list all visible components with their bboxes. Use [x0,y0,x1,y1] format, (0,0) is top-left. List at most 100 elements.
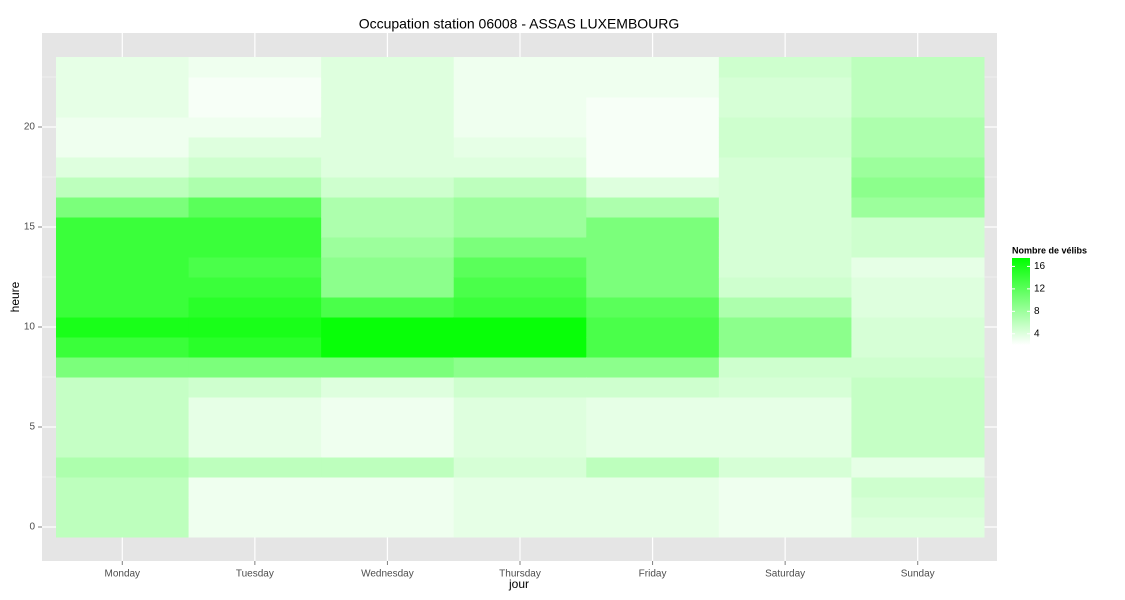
heat-cell [586,317,720,338]
heat-cell [453,437,587,458]
heat-cell [56,457,190,478]
heat-cell [586,377,720,398]
heat-cell [586,517,720,538]
heat-cell [718,417,852,438]
heat-cell [56,497,190,518]
heat-cell [188,417,322,438]
y-tick-label: 15 [24,222,36,233]
heat-cell [56,437,190,458]
heat-cell [188,297,322,318]
heat-cell [851,297,985,318]
heat-cell [321,357,455,378]
heat-cell [586,297,720,318]
heat-cell [188,497,322,518]
heat-cell [453,497,587,518]
heat-cell [851,137,985,158]
heat-cell [718,77,852,98]
heat-cell [586,257,720,278]
heat-cell [56,417,190,438]
heat-cell [851,97,985,118]
heat-cell [718,497,852,518]
heat-cell [851,417,985,438]
heat-cell [188,197,322,218]
heat-cell [453,177,587,198]
heat-cell [56,337,190,358]
heat-cell [188,517,322,538]
x-tick-label: Monday [104,569,140,580]
heat-cell [188,177,322,198]
heat-cell [56,397,190,418]
heat-cell [321,497,455,518]
heat-cell [718,357,852,378]
heat-cell [718,477,852,498]
heat-cell [851,177,985,198]
heat-cell [851,377,985,398]
heat-cell [851,517,985,538]
heat-cell [188,437,322,458]
heat-cell [56,77,190,98]
heat-cell [188,237,322,258]
heat-cell [718,457,852,478]
heat-cell [321,57,455,78]
heat-cell [718,397,852,418]
heat-cell [453,217,587,238]
heat-cell [56,197,190,218]
y-tick-label: 5 [29,422,35,433]
heat-cell [453,277,587,298]
heat-cell [321,517,455,538]
heat-cell [718,157,852,178]
heat-cell [56,317,190,338]
heat-cell [321,317,455,338]
heat-cell [718,57,852,78]
heat-cell [586,337,720,358]
heat-cell [718,277,852,298]
heat-cell [851,197,985,218]
heat-cell [453,317,587,338]
heat-cell [321,277,455,298]
heat-cell [586,57,720,78]
heat-cell [586,457,720,478]
heat-cell [56,517,190,538]
heat-cell [586,357,720,378]
heat-cell [56,297,190,318]
heat-cell [56,57,190,78]
heat-cell [718,337,852,358]
heat-cell [56,257,190,278]
heat-cell [321,77,455,98]
heat-cell [56,357,190,378]
heat-cell [56,177,190,198]
heat-cell [321,217,455,238]
heat-cell [453,77,587,98]
heat-cell [851,357,985,378]
heat-cell [188,57,322,78]
heat-cell [586,97,720,118]
heat-cell [321,377,455,398]
heat-cell [188,477,322,498]
heat-cell [586,477,720,498]
heat-cell [851,57,985,78]
heat-cell [586,497,720,518]
heat-cell [586,197,720,218]
heat-cell [321,477,455,498]
heat-cell [586,177,720,198]
heat-cell [453,197,587,218]
heat-cell [851,457,985,478]
heat-cell [586,77,720,98]
heat-cell [453,337,587,358]
heat-cell [321,97,455,118]
heat-cell [718,517,852,538]
heat-cell [718,437,852,458]
heat-cell [321,297,455,318]
heat-cell [453,377,587,398]
heat-cell [718,117,852,138]
heat-cell [321,397,455,418]
legend-tick-label: 12 [1034,284,1046,295]
heat-cell [188,317,322,338]
heat-cell [586,417,720,438]
heat-cell [321,337,455,358]
heat-cell [453,117,587,138]
heat-cell [851,497,985,518]
heat-cell [188,337,322,358]
heat-cell [321,457,455,478]
